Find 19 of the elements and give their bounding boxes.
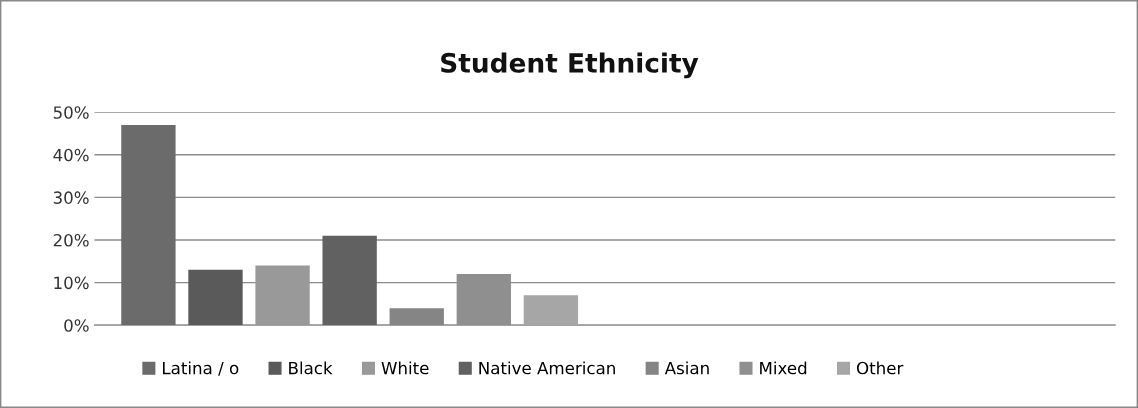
y-tick-label: 30% [53, 191, 89, 204]
bar [121, 124, 176, 326]
y-tick-label: 10% [54, 276, 89, 290]
legend-label: Latina / o [163, 361, 239, 376]
bar [255, 265, 310, 326]
y-tick-label: 40% [53, 148, 89, 162]
legend-label: Native American [479, 361, 615, 375]
legend-label: Other [856, 361, 904, 375]
y-tick-label: 0% [64, 319, 89, 332]
chart-title: Student Ethnicity [441, 52, 699, 79]
y-tick-label: 20% [53, 233, 89, 247]
legend-label: Mixed [760, 361, 807, 375]
legend-label: Black [289, 361, 333, 375]
bar [188, 269, 243, 326]
bar [322, 235, 377, 326]
bar [523, 295, 579, 326]
legend-label: Asian [664, 361, 709, 375]
legend-label: White [381, 361, 429, 375]
y-tick-label: 50% [53, 106, 89, 119]
